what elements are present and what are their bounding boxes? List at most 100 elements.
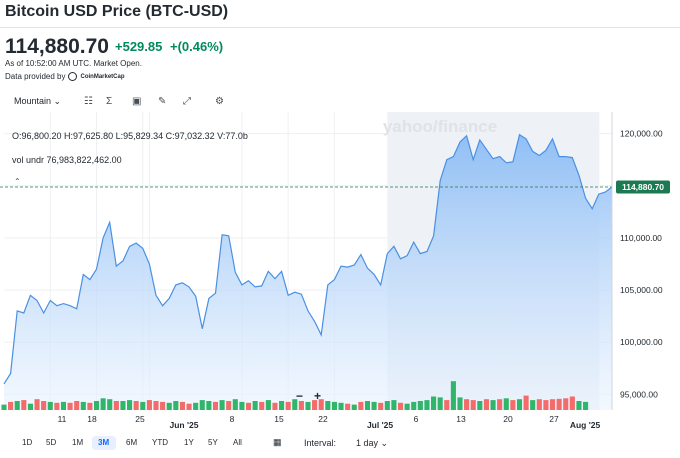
x-tick-label: 11 [58, 414, 67, 424]
y-tick-label: 105,000.00 [620, 285, 663, 295]
fullscreen-icon[interactable]: ⤢ [183, 96, 191, 107]
x-tick-label: 22 [318, 414, 328, 424]
volume-bar [470, 400, 476, 410]
calendar-icon[interactable]: ▦ [273, 437, 282, 447]
volume-bar [252, 401, 258, 410]
volume-bar [60, 401, 67, 410]
volume-bar [279, 401, 285, 410]
volume-bar [206, 401, 212, 410]
interval-dropdown[interactable]: 1 day ⌄ [356, 438, 388, 449]
price-chart[interactable]: yahoo/finance 120,000.00115,000.00110,00… [0, 112, 680, 430]
x-tick-label: 20 [503, 414, 513, 424]
range-ytd[interactable]: YTD [152, 438, 168, 447]
volume-bar [516, 399, 523, 410]
price-area [4, 134, 612, 410]
chart-style-label: Mountain [14, 96, 52, 106]
range-6m[interactable]: 6M [126, 438, 138, 447]
volume-bar [41, 401, 47, 410]
active-range-highlight [92, 436, 116, 450]
volume-bar [245, 402, 252, 410]
volume-bar [160, 401, 166, 410]
volume-bar [285, 401, 291, 410]
volume-bar [312, 400, 318, 410]
volume-bar [424, 400, 430, 410]
volume-bar [371, 401, 377, 410]
volume-bar [305, 401, 311, 410]
range-3m[interactable]: 3M [98, 438, 110, 447]
x-tick-label: 15 [274, 414, 284, 424]
volume-bar [146, 400, 152, 410]
chevron-down-icon: ⌄ [53, 96, 62, 106]
volume-bar [120, 401, 126, 410]
volume-bar [503, 398, 509, 410]
volume-bar [74, 401, 80, 410]
volume-bar [404, 403, 410, 410]
volume-bar [556, 398, 562, 410]
calendar-events-icon[interactable]: ▣ [132, 96, 142, 107]
collapse-legend-icon[interactable]: ⌃ [14, 177, 21, 186]
volume-bar [212, 401, 219, 410]
volume-bar [331, 401, 337, 410]
draw-icon[interactable]: ✎ [158, 96, 167, 107]
volume-bar [563, 398, 569, 410]
volume-bar [133, 401, 139, 410]
volume-bar [497, 399, 503, 410]
volume-bar [345, 403, 351, 410]
volume-bar [47, 401, 53, 410]
x-tick-label: 6 [414, 414, 419, 424]
zoom-in-button[interactable]: + [314, 389, 322, 403]
volume-bar [8, 401, 14, 410]
zoom-out-button[interactable]: − [296, 389, 304, 403]
volume-bar [34, 399, 40, 410]
volume-bar [576, 401, 582, 410]
volume-bar [219, 400, 225, 410]
volume-bar [457, 397, 463, 410]
volume-bar [67, 402, 73, 410]
volume-bar [107, 399, 113, 410]
range-bar: 1D 5D 1M 3M 6M YTD 1Y 5Y All ▦ Interval:… [0, 436, 680, 450]
volume-bar [364, 401, 371, 410]
volume-bar [490, 400, 496, 410]
volume-bar [477, 401, 483, 410]
volume-bar [54, 402, 60, 410]
range-5d[interactable]: 5D [46, 438, 57, 447]
range-1d[interactable]: 1D [22, 438, 33, 447]
volume-bar [232, 399, 238, 410]
chevron-down-icon: ⌄ [380, 438, 389, 448]
settings-icon[interactable]: ⚙ [215, 96, 224, 107]
volume-bar [93, 401, 100, 410]
interval-value: 1 day [356, 438, 379, 448]
x-tick-label: 25 [135, 414, 145, 424]
x-tick-label: Jul '25 [367, 420, 393, 430]
volume-bar [272, 402, 278, 410]
volume-bar [411, 401, 417, 410]
provider-name[interactable]: CoinMarketCap [80, 73, 125, 80]
volume-bar [179, 401, 185, 410]
chart-style-dropdown[interactable]: Mountain ⌄ [14, 96, 61, 107]
volume-bar [265, 400, 271, 410]
range-all[interactable]: All [233, 438, 242, 447]
y-tick-label: 95,000.00 [620, 389, 658, 399]
volume-bar [140, 401, 146, 410]
volume-bar [358, 401, 364, 410]
as-of-timestamp: As of 10:52:00 AM UTC. Market Open. [5, 59, 142, 68]
sigma-icon[interactable]: Σ [106, 96, 113, 107]
volume-bar [226, 401, 232, 410]
volume-bar [1, 404, 7, 410]
volume-bar [325, 401, 331, 410]
volume-bar [199, 400, 205, 410]
range-5y[interactable]: 5Y [208, 438, 218, 447]
range-1m[interactable]: 1M [72, 438, 84, 447]
coinmarketcap-logo-icon [68, 72, 78, 81]
volume-bar [351, 404, 357, 410]
x-tick-label: 13 [456, 414, 466, 424]
range-1y[interactable]: 1Y [184, 438, 194, 447]
volume-bar [384, 401, 390, 410]
volume-bar [193, 402, 199, 410]
volume-bar [21, 400, 27, 410]
volume-bar [318, 399, 324, 410]
price-change-percent: +(0.46%) [170, 39, 224, 54]
price-chart-svg[interactable]: yahoo/finance 120,000.00115,000.00110,00… [0, 112, 680, 430]
indicators-icon[interactable]: ☷ [84, 96, 93, 107]
volume-bar [378, 402, 384, 410]
